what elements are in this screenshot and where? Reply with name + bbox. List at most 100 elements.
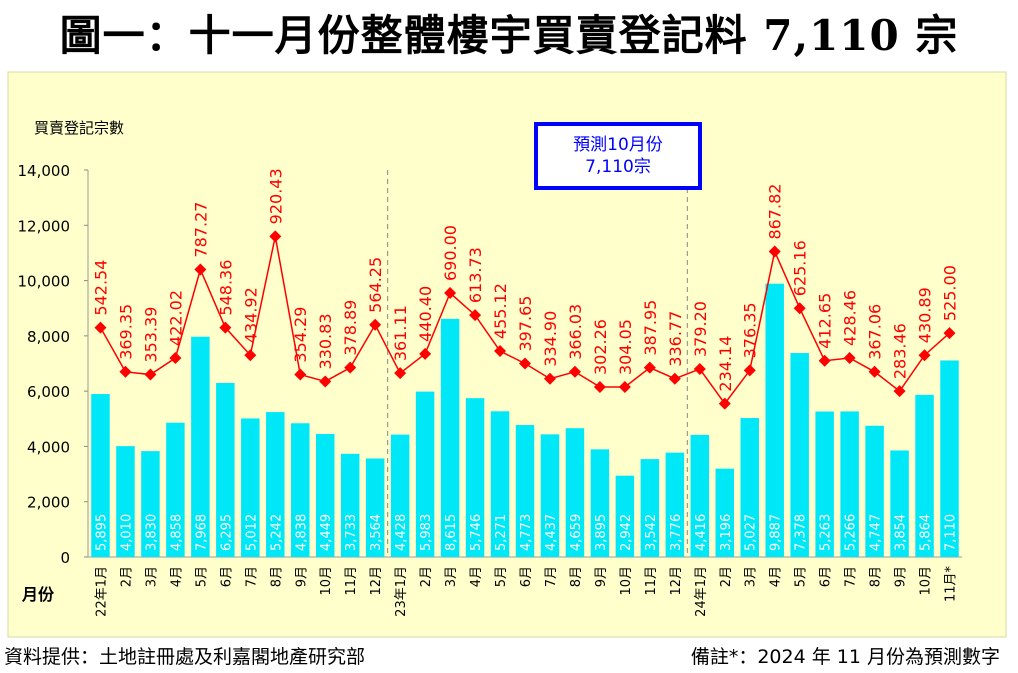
line-marker <box>269 230 282 243</box>
annotation-line-1: 預測10月份 <box>573 135 663 155</box>
line-marker <box>893 385 906 398</box>
line-marker <box>519 357 531 370</box>
bar <box>465 398 485 557</box>
line-value-label: 361.11 <box>391 305 410 361</box>
line-marker <box>718 397 731 410</box>
line-marker <box>843 351 856 364</box>
bar <box>266 412 285 557</box>
annotation-line-2: 7,110宗 <box>585 157 651 177</box>
line-marker <box>643 361 656 374</box>
x-tick-label: 2月 <box>119 566 134 587</box>
y-tick-label: 6,000 <box>27 383 70 401</box>
line-marker <box>568 365 581 378</box>
line-marker <box>344 361 357 374</box>
bar <box>166 422 185 557</box>
x-tick-label: 3月 <box>144 566 159 587</box>
bar-value-label: 5,266 <box>844 514 859 551</box>
x-tick-label: 6月 <box>519 566 534 587</box>
line-value-label: 430.89 <box>916 287 935 343</box>
line-marker <box>494 345 507 358</box>
line-marker <box>194 263 207 276</box>
x-tick-label: 4月 <box>169 566 184 587</box>
bar <box>640 459 660 557</box>
line-marker <box>768 245 781 258</box>
line-marker <box>618 380 631 393</box>
x-tick-label: 8月 <box>269 566 284 587</box>
line-marker <box>244 349 257 362</box>
bar <box>141 451 160 557</box>
line-value-label: 376.35 <box>741 302 760 358</box>
line-value-label: 379.20 <box>691 301 710 357</box>
bar <box>940 360 959 557</box>
line-value-label: 366.03 <box>566 304 585 360</box>
line-value-label: 378.89 <box>341 300 360 356</box>
line-value-label: 440.40 <box>416 286 435 342</box>
line-value-label: 334.90 <box>541 311 560 367</box>
line-value-label: 542.54 <box>91 260 110 316</box>
line-value-label: 234.14 <box>716 336 735 392</box>
y-tick-label: 8,000 <box>27 328 70 346</box>
line-value-label: 625.16 <box>791 240 810 296</box>
x-tick-label: 5月 <box>494 566 509 587</box>
line-marker <box>469 309 482 322</box>
x-tick-label: 4月 <box>469 566 484 587</box>
line-marker <box>294 368 307 381</box>
bar-value-label: 7,968 <box>194 514 209 551</box>
line-value-label: 367.06 <box>866 304 885 360</box>
line-value-label: 302.26 <box>591 319 610 375</box>
bar <box>865 425 884 557</box>
bar-value-label: 2,942 <box>619 514 634 551</box>
x-tick-label: 11月 <box>344 566 359 596</box>
line-value-label: 387.95 <box>641 300 660 356</box>
bar <box>91 394 110 557</box>
line-marker <box>119 365 132 378</box>
bar <box>840 411 859 557</box>
y-tick-label: 0 <box>60 549 70 567</box>
bar <box>740 418 759 557</box>
line-value-label: 353.39 <box>141 307 160 363</box>
line-value-label: 428.46 <box>841 290 860 346</box>
x-tick-label: 7月 <box>844 566 859 587</box>
bar-value-label: 4,449 <box>319 514 334 551</box>
bar <box>315 434 335 557</box>
x-tick-label: 5月 <box>794 566 809 587</box>
bar-value-label: 5,027 <box>744 514 759 551</box>
bar <box>291 423 310 557</box>
line-value-label: 354.29 <box>291 307 310 363</box>
line-marker <box>169 351 182 364</box>
bar <box>665 452 685 557</box>
line-marker <box>319 375 332 388</box>
x-tick-label: 12月 <box>669 566 684 596</box>
bar-value-label: 3,542 <box>644 514 659 551</box>
bar <box>815 411 834 557</box>
bar-value-label: 3,564 <box>369 514 384 551</box>
bar <box>440 318 460 557</box>
bar <box>915 394 934 557</box>
bar-value-label: 4,773 <box>519 514 534 551</box>
x-tick-label: 3月 <box>744 566 759 587</box>
line-value-label: 397.65 <box>516 296 535 352</box>
line-value-label: 920.43 <box>266 168 285 224</box>
bar-value-label: 8,615 <box>444 514 459 551</box>
x-tick-label: 6月 <box>819 566 834 587</box>
bar <box>715 468 735 557</box>
line-value-label: 548.36 <box>216 260 235 316</box>
line-marker <box>94 321 107 334</box>
line-value-label: 330.83 <box>316 313 335 369</box>
line-value-label: 787.27 <box>191 202 210 258</box>
line-marker <box>693 363 706 376</box>
bar <box>116 446 135 557</box>
y-tick-label: 2,000 <box>27 494 70 512</box>
x-tick-label: 2月 <box>419 566 434 587</box>
bar-value-label: 3,196 <box>719 514 734 551</box>
line-value-label: 434.92 <box>241 287 260 343</box>
x-tick-label: 2月 <box>719 566 734 587</box>
x-tick-label: 23年1月 <box>394 566 409 617</box>
bar-value-label: 9,887 <box>769 514 784 551</box>
x-tick-label: 9月 <box>294 566 309 587</box>
line-value-label: 525.00 <box>941 265 960 321</box>
bar-value-label: 3,830 <box>144 514 159 551</box>
x-tick-label: 9月 <box>894 566 909 587</box>
bar <box>191 336 210 557</box>
